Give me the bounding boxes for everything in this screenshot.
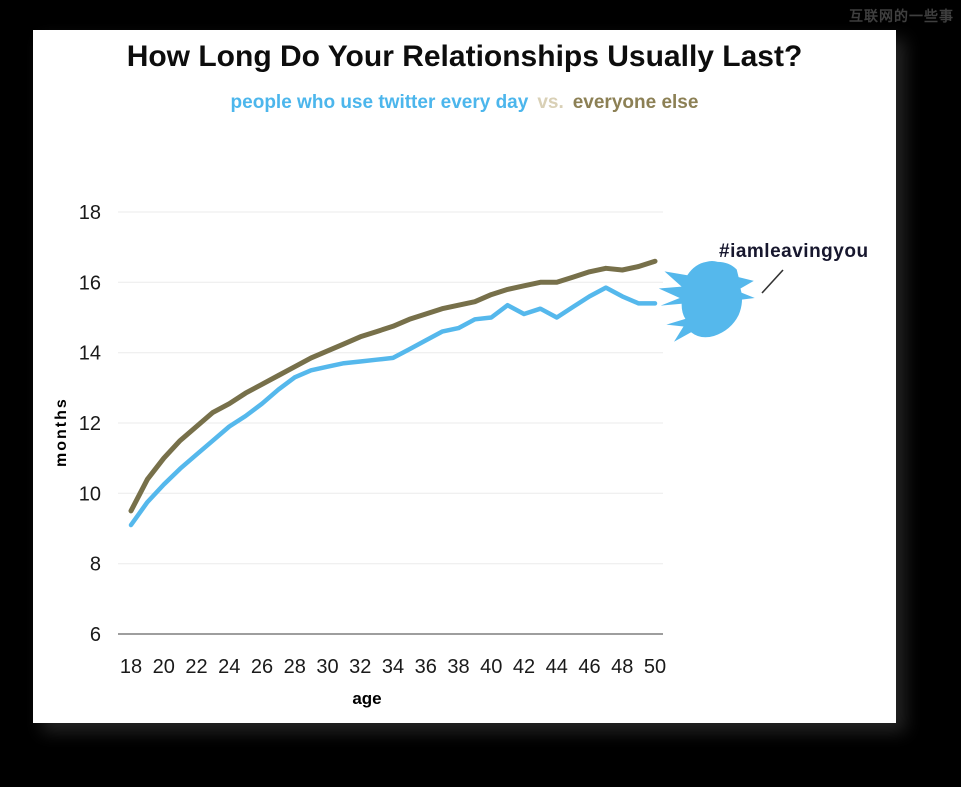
y-tick-label: 14: [79, 343, 101, 365]
x-tick-label: 40: [480, 656, 502, 678]
series-line-everyone-else: [128, 258, 658, 514]
x-tick-label: 46: [578, 656, 600, 678]
x-tick-label: 36: [415, 656, 437, 678]
y-tick-label: 8: [90, 554, 101, 576]
line-chart: 6 8 10 12 14 16 18 18 20 22 24 26 28 30 32 34 36 38 40 42 44…: [79, 202, 784, 678]
x-tick-label: 26: [251, 656, 273, 678]
x-tick-label: 18: [120, 656, 142, 678]
x-tick-label: 34: [382, 656, 404, 678]
annotation-hashtag: #iamleavingyou: [719, 241, 869, 262]
twitter-bird-lower-beak: [739, 292, 755, 300]
twitter-bird-icon: [658, 260, 755, 342]
watermark-text: 互联网的一些事: [849, 8, 954, 24]
y-tick-label: 16: [79, 272, 101, 294]
x-tick-label: 24: [218, 656, 240, 678]
x-tick-label: 28: [284, 656, 306, 678]
legend-twitter-label: people who use twitter every day: [230, 92, 529, 113]
x-tick-label: 22: [185, 656, 207, 678]
y-tick-label: 6: [90, 624, 101, 646]
x-tick-label: 30: [316, 656, 338, 678]
x-tick-label: 48: [611, 656, 633, 678]
chart-subtitle: people who use twitter every day vs. every…: [33, 92, 896, 114]
twitter-bird-body: [658, 260, 754, 342]
annotation-pointer-line: [761, 269, 784, 294]
y-tick-label: 10: [79, 483, 101, 505]
y-tick-label: 18: [79, 202, 101, 224]
x-axis-title: age: [352, 689, 382, 708]
x-tick-label: 42: [513, 656, 535, 678]
x-tick-label: 50: [644, 656, 666, 678]
series-line-twitter-users: [128, 285, 658, 528]
chart-title: How Long Do Your Relationships Usually L…: [126, 40, 803, 73]
chart-panel: How Long Do Your Relationships Usually L…: [33, 30, 896, 723]
legend-vs-label: vs.: [537, 92, 564, 113]
y-tick-label: 12: [79, 413, 101, 435]
x-tick-label: 38: [447, 656, 469, 678]
y-axis-title: months: [53, 397, 70, 467]
x-tick-label: 20: [153, 656, 175, 678]
x-tick-label: 44: [546, 656, 568, 678]
legend-everyone-label: everyone else: [572, 92, 699, 113]
x-tick-label: 32: [349, 656, 371, 678]
